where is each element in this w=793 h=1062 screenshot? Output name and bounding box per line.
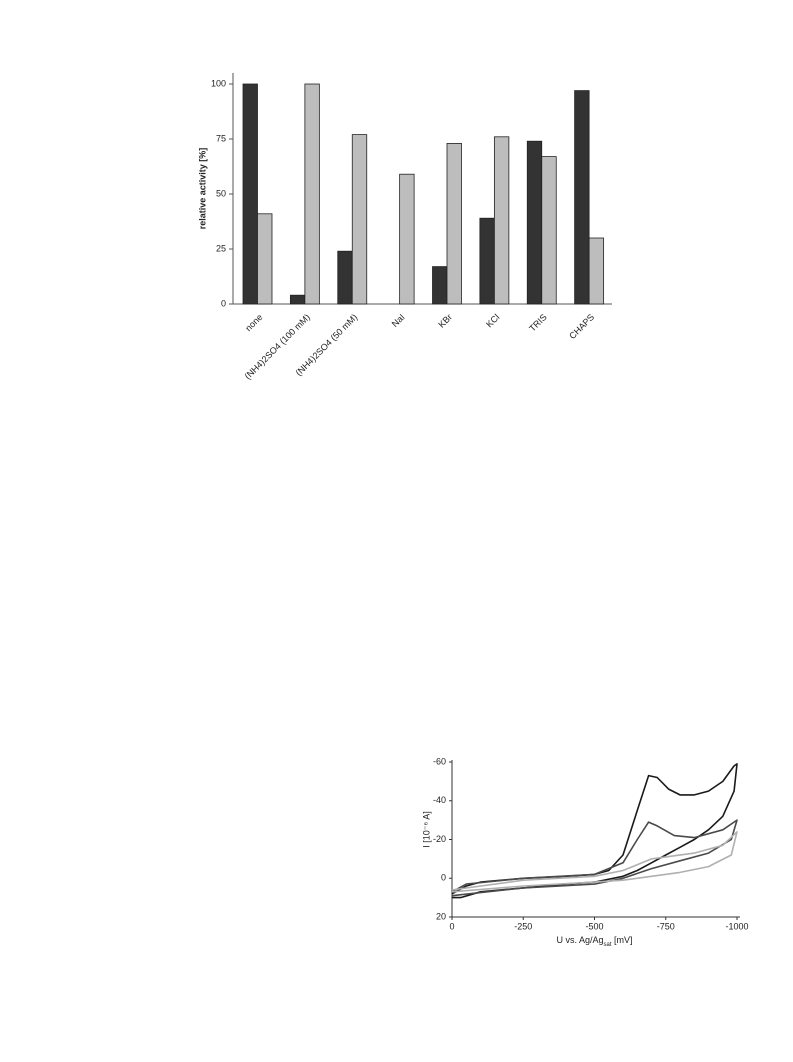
bar <box>399 173 415 305</box>
bar <box>588 237 605 305</box>
bar <box>541 156 557 305</box>
bar <box>242 83 258 305</box>
x-axis-label: U vs. Ag/Agsat [mV] <box>556 935 632 947</box>
bar <box>337 250 353 305</box>
y-tick-label: 25 <box>216 243 226 253</box>
x-axis-label-part: [mV] <box>612 935 633 945</box>
bar <box>446 142 462 305</box>
y-tick-label: 50 <box>216 188 226 198</box>
y-tick-label: 0 <box>221 298 226 308</box>
bar <box>304 83 320 305</box>
bar <box>479 217 495 305</box>
y-axis-label: relative activity [%] <box>197 148 207 230</box>
bar <box>574 90 590 305</box>
bar <box>493 136 510 305</box>
y-tick-label: -60 <box>433 756 446 766</box>
x-axis-label-part: sat <box>604 942 612 948</box>
y-tick-label: -40 <box>433 795 446 805</box>
y-tick-label: 100 <box>211 78 226 88</box>
y-axis-label: I [10⁻⁶ A] <box>421 811 431 847</box>
bar <box>289 294 306 305</box>
x-axis-label-part: U vs. Ag/Ag <box>556 935 603 945</box>
x-tick-label: -500 <box>585 921 603 931</box>
y-tick-label: -20 <box>433 834 446 844</box>
bar <box>257 213 273 305</box>
bar <box>526 140 543 305</box>
x-tick-label: -250 <box>514 921 532 931</box>
y-tick-label: 20 <box>436 911 446 921</box>
y-tick-label: 75 <box>216 133 226 143</box>
cv-curve <box>451 819 738 897</box>
x-tick-label: -1000 <box>725 921 748 931</box>
x-tick-label: 0 <box>449 921 454 931</box>
bar <box>351 134 368 305</box>
x-tick-label: -750 <box>657 921 675 931</box>
cv-curve <box>451 831 738 893</box>
y-tick-label: 0 <box>441 873 446 883</box>
bar <box>432 266 448 305</box>
